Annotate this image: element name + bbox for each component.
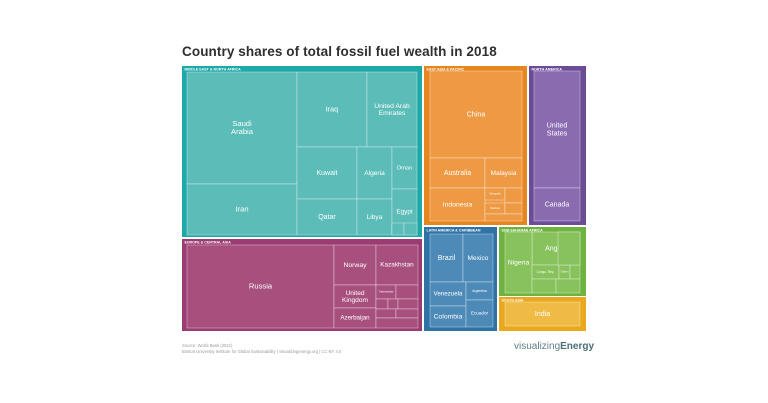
chart-title: Country shares of total fossil fuel weal… bbox=[182, 44, 497, 59]
minor-cell-europe-central-asia-6 bbox=[375, 308, 397, 319]
cell-label-oman: Oman bbox=[397, 166, 413, 172]
cell-label-indonesia: Indonesia bbox=[443, 201, 473, 208]
region-label-europe-central-asia: EUROPE & CENTRAL ASIA bbox=[185, 240, 232, 244]
cell-label-azerbaijan: Azerbaijan bbox=[340, 315, 370, 322]
cell-label-ecuador: Ecuador bbox=[471, 311, 489, 316]
minor-cell-east-asia-pacific-11 bbox=[484, 213, 523, 222]
cell-label-venezuela: Venezuela bbox=[434, 291, 463, 298]
cell-label-congo-rep: Congo, Rep. bbox=[537, 270, 555, 274]
cell-nigeria bbox=[504, 231, 533, 294]
cell-iran bbox=[186, 183, 298, 236]
cell-label-gabon: Gabon bbox=[561, 270, 569, 274]
minor-cell-sub-saharan-africa-13 bbox=[531, 278, 557, 294]
cell-qatar bbox=[296, 198, 358, 236]
cell-china bbox=[429, 70, 523, 159]
cell-oman bbox=[391, 146, 418, 190]
cell-united-states bbox=[533, 70, 581, 189]
minor-cell-europe-central-asia-8 bbox=[375, 317, 419, 329]
minor-cell-sub-saharan-africa-12 bbox=[569, 264, 581, 280]
minor-cell-europe-central-asia-7 bbox=[395, 308, 419, 319]
cell-label-qatar: Qatar bbox=[318, 214, 336, 221]
cell-iraq bbox=[296, 71, 368, 148]
minor-cell-east-asia-pacific-9 bbox=[504, 187, 523, 204]
cell-label-kuwait: Kuwait bbox=[316, 170, 337, 177]
cell-label-colombia: Colombia bbox=[434, 313, 463, 320]
minor-cell-europe-central-asia-5 bbox=[397, 298, 419, 310]
minor-cell-sub-saharan-africa-15 bbox=[557, 231, 581, 266]
cell-label-kazakhstan: Kazakhstan bbox=[380, 262, 414, 269]
cell-label-nigeria: Nigeria bbox=[508, 259, 530, 266]
minor-cell-middle-east-north-africa-0 bbox=[391, 222, 405, 236]
cell-label-mexico: Mexico bbox=[468, 255, 489, 262]
brand-logo: visualizingEnergy bbox=[514, 341, 594, 352]
cell-russia bbox=[186, 244, 335, 329]
minor-cell-middle-east-north-africa-1 bbox=[403, 222, 418, 236]
brand-light: visualizing bbox=[514, 341, 561, 352]
cell-kuwait bbox=[296, 146, 358, 200]
cell-libya bbox=[356, 198, 393, 236]
cell-label-mongolia: Mongolia bbox=[489, 192, 501, 196]
cell-label-united-kingdom: United Kingdom bbox=[342, 290, 369, 304]
region-labels: MIDDLE EAST & NORTH AFRICA EUROPE & CENTR… bbox=[185, 67, 563, 302]
cell-canada bbox=[533, 187, 581, 222]
cell-label-india: India bbox=[535, 311, 550, 318]
cell-label-vietnam: Vietnam bbox=[490, 206, 501, 210]
cell-label-malaysia: Malaysia bbox=[490, 170, 516, 177]
minor-cell-europe-central-asia-3 bbox=[375, 298, 389, 310]
cell-malaysia bbox=[484, 157, 523, 189]
cell-label-brazil: Brazil bbox=[438, 255, 456, 262]
region-label-latin-america-caribbean: LATIN AMERICA & CARIBBEAN bbox=[427, 228, 481, 232]
cell-india bbox=[504, 301, 581, 327]
cell-label-iran: Iran bbox=[235, 205, 248, 214]
region-label-middle-east-north-africa: MIDDLE EAST & NORTH AFRICA bbox=[185, 67, 242, 71]
cell-label-canada: Canada bbox=[545, 201, 570, 208]
source-note: Source: World Bank (2021) bbox=[182, 343, 233, 348]
cell-label-china: China bbox=[467, 109, 486, 118]
minor-cell-europe-central-asia-4 bbox=[387, 298, 399, 310]
cell-label-saudi-arabia: Saudi Arabia bbox=[231, 119, 254, 136]
cell-label-algeria: Algeria bbox=[364, 170, 385, 177]
credit-note: Boston University Institute for Global S… bbox=[182, 348, 342, 354]
cell-label-angola: Angola bbox=[545, 245, 567, 252]
cell-united-arab-emirates bbox=[366, 71, 418, 148]
cell-label-united-arab-emirates: United Arab Emirates bbox=[374, 103, 410, 117]
cell-ecuador bbox=[465, 299, 494, 328]
minor-cell-east-asia-pacific-10 bbox=[504, 202, 523, 215]
cell-kazakhstan bbox=[375, 244, 419, 286]
cell-mexico bbox=[462, 233, 494, 283]
cell-label-united-states: United States bbox=[547, 120, 568, 137]
cell-label-egypt: Egypt bbox=[396, 209, 413, 216]
region-label-south-asia: SOUTH ASIA bbox=[502, 298, 524, 302]
cell-label-russia: Russia bbox=[249, 282, 273, 291]
region-label-sub-saharan-africa: SUB-SAHARAN AFRICA bbox=[502, 228, 544, 232]
cell-label-turkmenistan: Turkmenistan bbox=[379, 291, 394, 294]
cell-label-argentina: Argentina bbox=[472, 289, 487, 293]
region-label-east-asia-pacific: EAST ASIA & PACIFIC bbox=[427, 67, 465, 71]
cell-label-libya: Libya bbox=[367, 214, 383, 221]
minor-cell-europe-central-asia-2 bbox=[395, 284, 419, 300]
brand-bold: Energy bbox=[560, 341, 595, 352]
cell-label-iraq: Iraq bbox=[326, 104, 338, 113]
cell-label-norway: Norway bbox=[343, 262, 367, 269]
region-label-north-america: NORTH AMERICA bbox=[532, 67, 563, 71]
cell-label-australia: Australia bbox=[444, 170, 471, 177]
minor-cell-sub-saharan-africa-14 bbox=[555, 278, 581, 294]
cell-indonesia bbox=[429, 187, 486, 222]
